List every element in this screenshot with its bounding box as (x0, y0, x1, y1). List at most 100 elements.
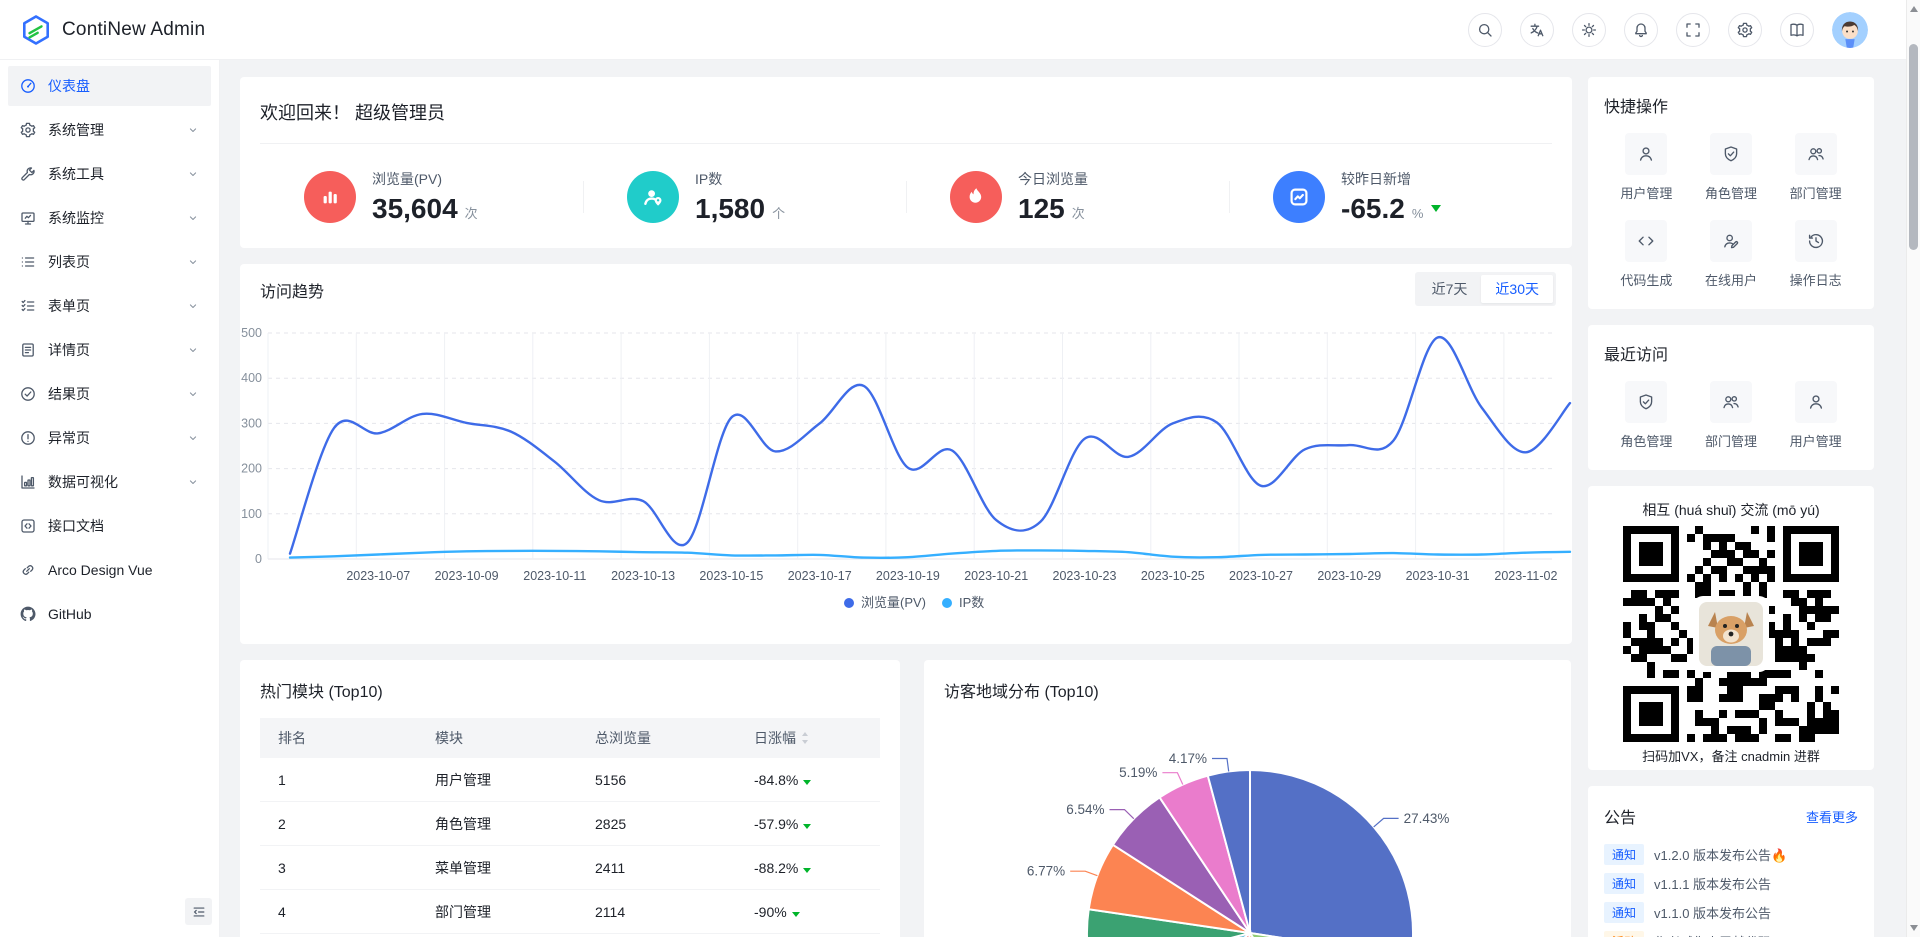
recent-visit-users[interactable]: 部门管理 (1689, 381, 1774, 450)
search-button[interactable] (1468, 12, 1502, 47)
announcement-item-1[interactable]: 通知 v1.1.1 版本发布公告 (1604, 869, 1858, 898)
user-avatar[interactable] (1832, 11, 1868, 48)
trend-tab-1[interactable]: 近30天 (1481, 275, 1553, 303)
column-header-3[interactable]: 日涨幅 (736, 728, 880, 748)
column-header-0: 排名 (278, 730, 306, 746)
cell-change: -90% (736, 904, 880, 920)
sidebar-item-result[interactable]: 结果页 (8, 374, 211, 414)
docs-button[interactable] (1780, 12, 1814, 47)
stat-label: IP数 (695, 170, 723, 187)
chevron-down-icon (189, 128, 197, 132)
notifications-button[interactable] (1624, 12, 1658, 47)
code-icon (1638, 236, 1654, 246)
users-icon (1808, 148, 1824, 161)
sidebar-item-label: 仪表盘 (48, 78, 90, 94)
announcement-text: 作者喊你来贡献代码了~ (1654, 932, 1792, 937)
notifications-icon (1635, 22, 1647, 37)
hot-modules-title: 热门模块 (Top10) (260, 684, 383, 701)
announcement-badge: 通知 (1604, 902, 1645, 923)
scrollbar-down-arrow[interactable] (1910, 925, 1918, 931)
sidebar-collapse-button[interactable] (185, 898, 212, 925)
quick-action-user[interactable]: 用户管理 (1604, 133, 1689, 202)
svg-text:2023-10-23: 2023-10-23 (1053, 569, 1117, 583)
sidebar-item-monitor[interactable]: 系统监控 (8, 198, 211, 238)
region-distribution-title: 访客地域分布 (Top10) (944, 684, 1099, 701)
stat-unit: % (1411, 205, 1424, 221)
svg-text:2023-10-29: 2023-10-29 (1317, 569, 1381, 583)
scrollbar-up-arrow[interactable] (1910, 6, 1918, 12)
sidebar-item-detail[interactable]: 详情页 (8, 330, 211, 370)
scrollbar-thumb[interactable] (1909, 44, 1918, 250)
quick-action-history[interactable]: 操作日志 (1773, 220, 1858, 289)
shield-icon-box (1625, 381, 1668, 423)
flame-stat-icon (950, 170, 1002, 223)
settings-icon (20, 122, 36, 138)
sidebar-item-tool[interactable]: 系统工具 (8, 154, 211, 194)
cell-change: -84.8% (736, 772, 880, 788)
view-more-link[interactable]: 查看更多 (1805, 809, 1858, 825)
quick-action-users[interactable]: 部门管理 (1773, 133, 1858, 202)
user-icon-box (1794, 381, 1837, 423)
sidebar-item-label: 列表页 (48, 254, 90, 270)
translate-button[interactable] (1520, 12, 1554, 47)
sidebar-item-chart[interactable]: 数据可视化 (8, 462, 211, 502)
bottom-row: 热门模块 (Top10) 排名 模块 总浏览量 日涨幅 1 用户管理 5156 -84.8%… (240, 660, 1572, 937)
svg-text:2023-10-11: 2023-10-11 (523, 569, 586, 583)
announcement-item-3[interactable]: 活动 作者喊你来贡献代码了~ (1604, 927, 1858, 937)
stat-unit: 个 (772, 205, 786, 221)
svg-text:6.54%: 6.54% (1066, 802, 1104, 817)
search-icon (1478, 23, 1492, 37)
sidebar-item-dashboard[interactable]: 仪表盘 (8, 66, 211, 106)
visit-trend-title: 访问趋势 (260, 284, 325, 301)
cell-change: -88.2% (736, 860, 880, 876)
announcement-item-0[interactable]: 通知 v1.2.0 版本发布公告🔥 (1604, 840, 1858, 869)
announcement-item-2[interactable]: 通知 v1.1.0 版本发布公告 (1604, 898, 1858, 927)
link-icon (22, 565, 34, 575)
cell-views: 2825 (595, 815, 627, 832)
sidebar-item-exception[interactable]: 异常页 (8, 418, 211, 458)
theme-button[interactable] (1572, 12, 1606, 47)
svg-text:2023-10-21: 2023-10-21 (964, 569, 1028, 583)
recent-visit-shield[interactable]: 角色管理 (1604, 381, 1689, 450)
sidebar-item-github[interactable]: GitHub (8, 594, 211, 634)
settings-button[interactable] (1728, 12, 1762, 47)
sidebar-item-link[interactable]: Arco Design Vue (8, 550, 211, 590)
sidebar-nav: 仪表盘系统管理 系统工具系统监控列表页表单页 详情页结果页异常页 数据可视化 接口文档 A… (0, 60, 220, 937)
down-caret-icon (1431, 205, 1442, 212)
stat-value: 35,604 次 (372, 192, 478, 224)
useronline-icon (1724, 234, 1739, 249)
trend-chart-svg: 0 100 200 300 400 500 2023-10-07 2023-10-09 2023… (241, 326, 1572, 610)
recent-visits-grid: 角色管理 部门管理 用户管理 (1604, 381, 1858, 450)
quick-action-shield[interactable]: 角色管理 (1689, 133, 1774, 202)
cell-rank: 2 (278, 815, 286, 832)
sidebar-item-settings[interactable]: 系统管理 (8, 110, 211, 150)
history-icon-box (1794, 220, 1837, 262)
app-logo[interactable]: ContiNew Admin (20, 14, 205, 46)
recent-visits-title: 最近访问 (1604, 347, 1669, 364)
sidebar-item-label: Arco Design Vue (48, 562, 153, 578)
announcements-list: 通知 v1.2.0 版本发布公告🔥 通知 v1.1.1 版本发布公告 通知 v1.1.0 … (1604, 840, 1858, 937)
stat-value: -65.2% (1341, 193, 1442, 225)
action-label: 在线用户 (1704, 273, 1757, 288)
cell-views: 2411 (595, 859, 626, 876)
sidebar-item-api[interactable]: 接口文档 (8, 506, 211, 546)
trend-tab-0[interactable]: 近7天 (1431, 281, 1468, 297)
announcement-text: v1.2.0 版本发布公告🔥 (1654, 848, 1788, 863)
recent-visit-user[interactable]: 用户管理 (1773, 381, 1858, 450)
chevron-down-icon (189, 392, 197, 396)
table-header: 排名 模块 总浏览量 日涨幅 (260, 718, 880, 758)
main-column: 欢迎回来！ 超级管理员 浏览量(PV) 35,604 次 IP数 1,580 个 今日浏览量… (240, 77, 1572, 937)
fullscreen-button[interactable] (1676, 12, 1710, 47)
sidebar-item-label: 结果页 (48, 386, 90, 402)
sort-icon[interactable] (800, 731, 810, 745)
stat-text: 今日浏览量 125 次 (1018, 169, 1088, 225)
sidebar-item-form[interactable]: 表单页 (8, 286, 211, 326)
sidebar-item-list[interactable]: 列表页 (8, 242, 211, 282)
users-icon-box (1794, 133, 1837, 175)
quick-action-code[interactable]: 代码生成 (1604, 220, 1689, 289)
cell-rank: 4 (278, 903, 286, 920)
quick-action-useronline[interactable]: 在线用户 (1689, 220, 1774, 289)
action-label: 用户管理 (1789, 434, 1842, 449)
sidebar-item-label: 系统监控 (48, 210, 104, 226)
trend-range-toggle: 近7天 近30天 (1414, 272, 1556, 306)
